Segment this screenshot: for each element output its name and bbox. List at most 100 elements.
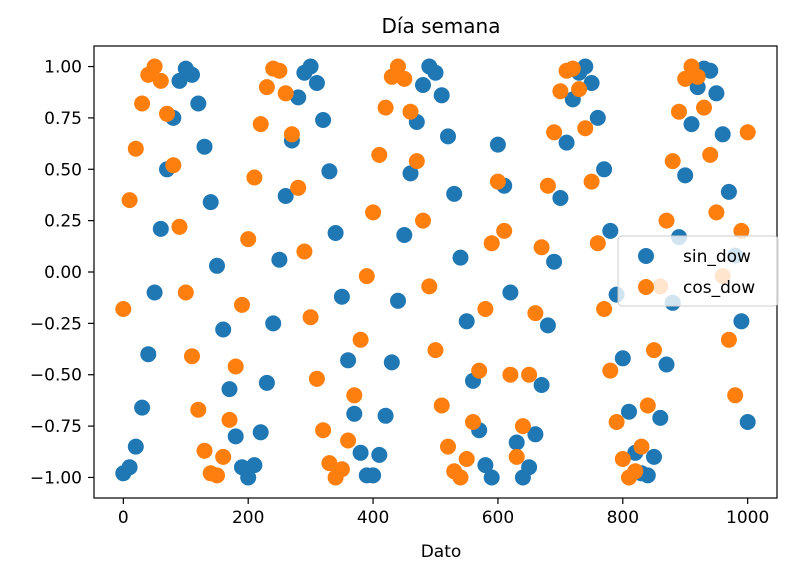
point-cos-dow: [608, 414, 625, 430]
point-sin-dow: [271, 251, 288, 268]
point-cos-dow: [571, 81, 588, 98]
point-cos-dow: [390, 58, 406, 75]
y-tick-label: −1.00: [30, 468, 82, 488]
point-cos-dow: [596, 301, 613, 317]
point-cos-dow: [646, 342, 662, 359]
point-cos-dow: [658, 212, 675, 229]
point-cos-dow: [115, 301, 132, 317]
point-cos-dow: [240, 231, 257, 248]
point-cos-dow: [321, 455, 338, 472]
point-sin-dow: [396, 227, 413, 243]
point-cos-dow: [589, 235, 606, 252]
point-sin-dow: [302, 58, 319, 75]
point-cos-dow: [290, 179, 307, 196]
point-cos-dow: [271, 62, 288, 79]
point-sin-dow: [658, 356, 675, 373]
point-cos-dow: [146, 58, 163, 75]
point-cos-dow: [496, 222, 513, 239]
point-sin-dow: [127, 438, 144, 455]
point-cos-dow: [633, 438, 650, 455]
point-cos-dow: [258, 79, 275, 96]
y-tick-label: −0.75: [30, 417, 82, 437]
series-sin-dow: [115, 58, 756, 486]
point-cos-dow: [483, 235, 500, 252]
point-sin-dow: [252, 424, 269, 441]
point-cos-dow: [396, 70, 413, 87]
point-cos-dow: [415, 212, 431, 229]
point-cos-dow: [308, 370, 325, 387]
point-sin-dow: [677, 167, 694, 184]
point-sin-dow: [240, 469, 257, 486]
legend-label-cos-dow: cos_dow: [683, 278, 755, 298]
point-cos-dow: [402, 103, 419, 120]
point-sin-dow: [546, 253, 563, 270]
point-sin-dow: [346, 405, 363, 422]
x-tick-label: 400: [357, 508, 389, 528]
data-points: [115, 58, 756, 486]
point-cos-dow: [577, 120, 594, 137]
point-cos-dow: [252, 116, 269, 133]
point-sin-dow: [639, 467, 656, 484]
point-cos-dow: [209, 467, 225, 484]
point-cos-dow: [177, 284, 194, 301]
point-sin-dow: [533, 377, 550, 393]
point-cos-dow: [539, 177, 556, 194]
point-cos-dow: [190, 401, 207, 418]
point-sin-dow: [196, 138, 213, 155]
point-sin-dow: [502, 284, 519, 301]
point-sin-dow: [140, 346, 157, 363]
point-sin-dow: [383, 354, 400, 371]
point-cos-dow: [489, 173, 506, 190]
point-cos-dow: [440, 438, 456, 455]
legend-marker-cos-dow: [638, 279, 654, 295]
point-cos-dow: [627, 463, 644, 480]
point-cos-dow: [346, 387, 363, 404]
point-sin-dow: [352, 444, 369, 461]
point-sin-dow: [209, 257, 225, 274]
chart-title: Día semana: [382, 14, 501, 38]
point-sin-dow: [583, 75, 600, 91]
point-cos-dow: [552, 83, 569, 100]
point-sin-dow: [458, 313, 475, 330]
point-cos-dow: [465, 414, 481, 430]
point-sin-dow: [171, 72, 188, 89]
point-cos-dow: [315, 422, 332, 439]
point-sin-dow: [614, 350, 631, 367]
point-sin-dow: [134, 399, 151, 416]
point-sin-dow: [552, 190, 569, 206]
y-axis: 1.00 0.75 0.50 0.25 0.00 −0.25 −0.50 −0.75 −1.00: [30, 58, 94, 488]
point-cos-dow: [246, 169, 263, 186]
point-cos-dow: [508, 448, 525, 465]
point-cos-dow: [639, 397, 656, 414]
point-sin-dow: [227, 428, 244, 445]
point-sin-dow: [596, 161, 613, 178]
point-sin-dow: [290, 89, 307, 106]
point-cos-dow: [689, 68, 706, 85]
series-cos-dow: [115, 58, 756, 486]
point-sin-dow: [652, 409, 669, 426]
point-cos-dow: [527, 305, 544, 322]
point-cos-dow: [215, 448, 232, 465]
point-cos-dow: [739, 124, 756, 141]
point-cos-dow: [283, 126, 300, 143]
legend-label-sin-dow: sin_dow: [683, 247, 751, 267]
point-sin-dow: [146, 284, 163, 301]
point-cos-dow: [514, 418, 531, 435]
point-sin-dow: [265, 315, 282, 332]
point-cos-dow: [458, 451, 475, 467]
point-cos-dow: [333, 461, 350, 478]
x-tick-label: 200: [232, 508, 264, 528]
point-cos-dow: [502, 366, 519, 383]
y-tick-label: −0.50: [30, 366, 82, 386]
point-cos-dow: [121, 192, 138, 209]
point-cos-dow: [727, 387, 744, 404]
point-sin-dow: [308, 75, 325, 91]
point-cos-dow: [702, 146, 719, 163]
point-cos-dow: [408, 153, 425, 170]
point-sin-dow: [577, 58, 594, 75]
legend-frame: [617, 235, 779, 307]
point-cos-dow: [277, 85, 294, 102]
point-sin-dow: [527, 426, 544, 443]
point-sin-dow: [377, 407, 394, 424]
